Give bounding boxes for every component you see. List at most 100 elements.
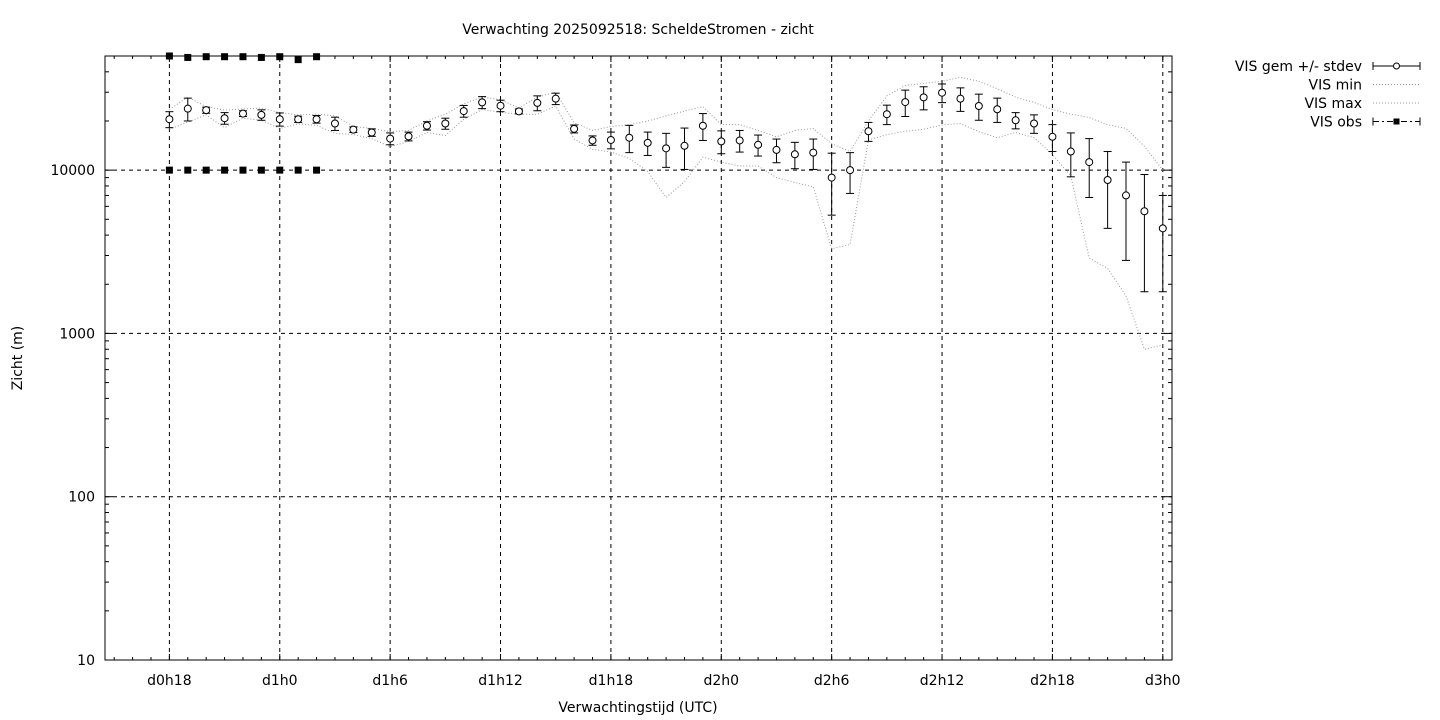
legend-label: VIS obs xyxy=(1310,115,1362,131)
vis-mean-point xyxy=(827,173,836,182)
vis-mean-point xyxy=(1158,224,1167,233)
vis-mean-point xyxy=(238,109,247,118)
vis-mean-point xyxy=(938,88,947,97)
vis-mean-point xyxy=(496,101,505,110)
vis-mean-point xyxy=(717,137,726,146)
legend-label: VIS max xyxy=(1304,96,1362,112)
x-tick-label: d2h6 xyxy=(814,673,850,689)
vis-mean-point xyxy=(441,119,450,128)
vis-mean-point xyxy=(404,132,413,141)
x-tick-label: d1h0 xyxy=(262,673,298,689)
vis-mean-point xyxy=(662,144,671,153)
vis-mean-point xyxy=(459,107,468,116)
x-tick-label: d0h18 xyxy=(147,673,191,689)
vis-mean-point xyxy=(551,94,560,103)
x-tick-label: d1h18 xyxy=(589,673,633,689)
x-tick-label: d2h0 xyxy=(703,673,739,689)
vis-mean-point xyxy=(312,115,321,124)
vis-mean-point xyxy=(901,98,910,107)
vis-mean-point xyxy=(349,125,358,134)
vis-mean-point xyxy=(882,110,891,119)
vis-mean-point xyxy=(183,104,192,113)
vis-obs-point xyxy=(165,166,173,174)
x-tick-label: d1h6 xyxy=(372,673,408,689)
vis-mean-point xyxy=(956,94,965,103)
x-tick-label: d1h12 xyxy=(478,673,522,689)
plot-frame xyxy=(104,55,1173,661)
y-tick-label: 10 xyxy=(77,653,95,669)
vis-mean-point xyxy=(1103,176,1112,185)
vis-obs-point xyxy=(184,53,192,61)
vis-mean-point xyxy=(1122,191,1131,200)
y-axis-label: Zicht (m) xyxy=(10,326,26,391)
vis-mean-point xyxy=(606,135,615,144)
vis-mean-point xyxy=(809,148,818,157)
legend-label: VIS gem +/- stdev xyxy=(1235,59,1362,75)
vis-obs-point xyxy=(239,166,247,174)
vis-mean-point xyxy=(846,166,855,175)
legend-label: VIS min xyxy=(1309,78,1362,94)
legend-swatch-marker xyxy=(1393,62,1400,70)
vis-mean-point xyxy=(680,141,689,150)
vis-mean-point xyxy=(533,98,542,107)
y-tick-label: 10000 xyxy=(50,163,95,179)
vis-mean-point xyxy=(1030,119,1039,128)
vis-mean-point xyxy=(993,105,1002,114)
vis-obs-point xyxy=(257,53,265,61)
vis-mean-point xyxy=(202,106,211,115)
vis-obs-point xyxy=(276,166,284,174)
y-tick-label: 100 xyxy=(68,490,95,506)
vis-mean-point xyxy=(790,150,799,159)
vis-mean-point xyxy=(698,121,707,130)
vis-mean-point xyxy=(1085,158,1094,167)
vis-mean-point xyxy=(367,128,376,137)
vis-mean-point xyxy=(754,140,763,149)
x-tick-label: d2h12 xyxy=(920,673,964,689)
vis-mean-point xyxy=(919,93,928,102)
grid xyxy=(105,56,1172,660)
vis-obs-point xyxy=(313,53,321,61)
vis-mean-point xyxy=(588,136,597,145)
vis-mean-point xyxy=(1011,116,1020,125)
legend: VIS gem +/- stdev VIS min VIS max VIS obs xyxy=(1235,59,1421,131)
chart-title: Verwachting 2025092518: ScheldeStromen -… xyxy=(462,22,814,38)
vis-mean-point xyxy=(1066,147,1075,156)
vis-obs-point xyxy=(202,53,210,61)
vis-obs-point xyxy=(184,166,192,174)
vis-obs-point xyxy=(313,166,321,174)
vis-obs-point xyxy=(239,53,247,61)
legend-swatch-marker xyxy=(1393,118,1400,125)
vis-mean-point xyxy=(974,102,983,111)
vis-mean-point xyxy=(330,119,339,128)
vis-obs-point xyxy=(257,166,265,174)
vis-mean-point xyxy=(220,114,229,123)
vis-obs-point xyxy=(294,56,302,64)
x-tick-label: d3h0 xyxy=(1145,673,1181,689)
vis-mean-point xyxy=(772,145,781,154)
vis-mean-point xyxy=(643,138,652,147)
vis-mean-point xyxy=(422,121,431,130)
series-layer xyxy=(165,52,1167,350)
vis-mean-point xyxy=(735,136,744,145)
vis-mean-point xyxy=(1140,207,1149,216)
vis-obs-point xyxy=(276,53,284,61)
vis-mean-point xyxy=(478,98,487,107)
vis-mean-point xyxy=(625,133,634,142)
axis-ticks: d0h18 d1h0 d1h6 d1h12 d1h18 d2h0 d2h6 d2h12 d2h1… xyxy=(50,55,1181,689)
vis-mean-point xyxy=(294,115,303,124)
vis-mean-point xyxy=(386,134,395,143)
vis-obs-point xyxy=(202,166,210,174)
vis-obs-point xyxy=(294,166,302,174)
vis-mean-point xyxy=(165,115,174,124)
vis-obs-point xyxy=(221,166,229,174)
vis-mean-point xyxy=(257,110,266,119)
vis-max-line xyxy=(169,76,1164,171)
vis-mean-point xyxy=(1048,132,1057,141)
vis-mean-point xyxy=(514,107,523,116)
vis-mean-point xyxy=(570,124,579,133)
vis-obs-point xyxy=(221,53,229,61)
vis-mean-point xyxy=(275,115,284,124)
x-tick-label: d2h18 xyxy=(1030,673,1074,689)
vis-mean-point xyxy=(864,127,873,136)
